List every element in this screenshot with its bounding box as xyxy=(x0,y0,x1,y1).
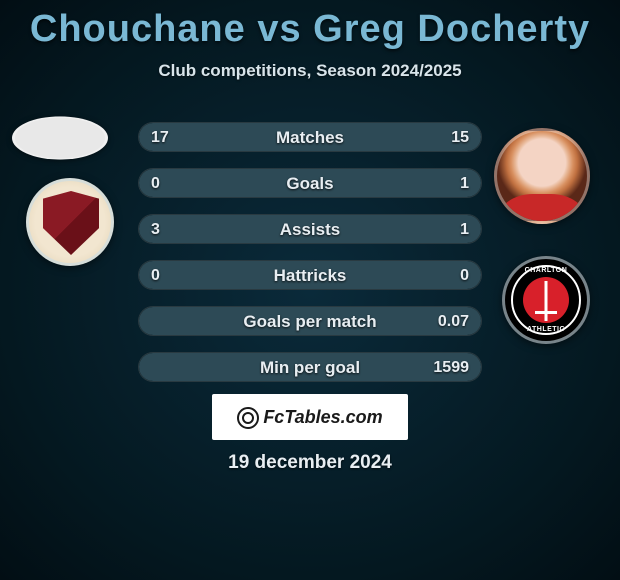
sword-hilt-icon xyxy=(535,311,557,314)
stat-value-right: 1599 xyxy=(433,353,469,382)
stat-label: Matches xyxy=(139,123,481,152)
subtitle: Club competitions, Season 2024/2025 xyxy=(0,61,620,81)
stat-label: Goals xyxy=(139,169,481,198)
date-text: 19 december 2024 xyxy=(0,452,620,474)
stat-value-right: 0 xyxy=(460,261,469,290)
stat-value-right: 15 xyxy=(451,123,469,152)
player2-avatar xyxy=(494,128,590,224)
stat-label: Min per goal xyxy=(139,353,481,382)
stat-label: Hattricks xyxy=(139,261,481,290)
shield-icon xyxy=(43,191,99,255)
sword-icon xyxy=(545,281,548,321)
player2-club-crest: CHARLTON ATHLETIC xyxy=(502,256,590,344)
stat-label: Assists xyxy=(139,215,481,244)
stat-row: 0Hattricks0 xyxy=(138,260,482,290)
stat-row: 3Assists1 xyxy=(138,214,482,244)
fctables-label: FcTables.com xyxy=(263,407,382,428)
stat-row: 0Goals1 xyxy=(138,168,482,198)
crest-text-top: CHARLTON xyxy=(505,267,587,274)
stat-value-right: 1 xyxy=(460,215,469,244)
crest-text-bottom: ATHLETIC xyxy=(505,326,587,333)
stat-row: Goals per match0.07 xyxy=(138,306,482,336)
page-title: Chouchane vs Greg Docherty xyxy=(0,0,620,51)
comparison-infographic: Chouchane vs Greg Docherty Club competit… xyxy=(0,0,620,580)
fctables-badge: FcTables.com xyxy=(212,394,408,440)
stat-label: Goals per match xyxy=(139,307,481,336)
fctables-logo-icon xyxy=(237,407,257,427)
player1-avatar xyxy=(12,116,108,159)
stat-row: Min per goal1599 xyxy=(138,352,482,382)
stats-panel: 17Matches150Goals13Assists10Hattricks0Go… xyxy=(138,122,482,398)
stat-row: 17Matches15 xyxy=(138,122,482,152)
player1-club-crest xyxy=(26,178,114,266)
stat-value-right: 1 xyxy=(460,169,469,198)
stat-value-right: 0.07 xyxy=(438,307,469,336)
